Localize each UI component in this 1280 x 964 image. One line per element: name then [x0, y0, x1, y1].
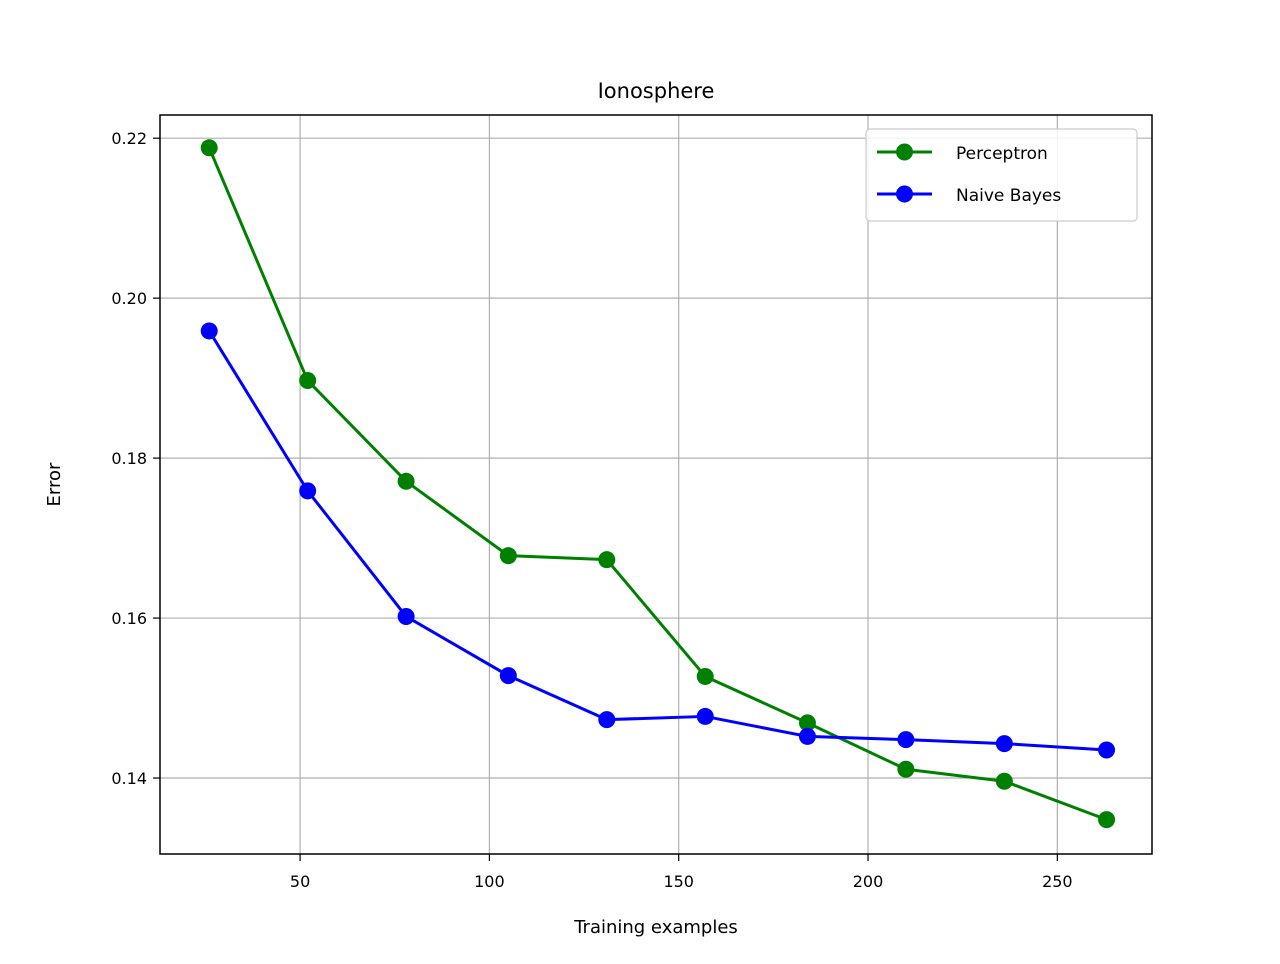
data-point [299, 482, 317, 500]
legend-marker [896, 143, 913, 161]
axis-ticks: 50 100 150 200 250 0.14 0.16 0.18 0.20 0.22 [111, 129, 1072, 891]
data-point [995, 772, 1013, 790]
data-point [1098, 811, 1116, 829]
y-tick-label: 0.20 [111, 289, 147, 308]
x-tick-label: 200 [853, 872, 884, 891]
data-point [598, 551, 616, 569]
x-tick-label: 100 [474, 872, 505, 891]
series-line-1 [207, 330, 1107, 752]
y-tick-label: 0.18 [111, 449, 147, 468]
data-point [499, 547, 517, 565]
data-point [995, 735, 1013, 753]
x-tick-label: 150 [663, 872, 694, 891]
y-tick-label: 0.22 [111, 129, 147, 148]
y-tick-label: 0.14 [111, 769, 147, 788]
data-point [397, 472, 415, 490]
data-point [696, 707, 714, 725]
y-axis-label: Error [44, 462, 65, 506]
data-point [299, 372, 317, 390]
x-tick-label: 50 [290, 872, 310, 891]
data-point [897, 760, 915, 778]
data-point [897, 731, 915, 749]
y-tick-label: 0.16 [111, 609, 147, 628]
data-point [200, 139, 218, 157]
x-axis-label: Training examples [573, 917, 738, 938]
legend: Perceptron Naive Bayes [865, 128, 1138, 222]
legend-label: Perceptron [956, 144, 1048, 164]
series-layer [200, 139, 1116, 829]
data-point [1098, 741, 1116, 759]
data-point [499, 667, 517, 685]
plot-area-frame [159, 114, 1153, 855]
data-point [397, 607, 415, 625]
chart-title: Ionosphere [598, 79, 715, 103]
legend-label: Naive Bayes [956, 186, 1061, 206]
data-point [798, 727, 816, 745]
x-tick-label: 250 [1042, 872, 1073, 891]
data-point [696, 667, 714, 685]
series-line-0 [207, 147, 1108, 822]
legend-box [865, 128, 1138, 222]
data-point [200, 322, 218, 340]
legend-marker [896, 185, 913, 203]
data-point [798, 714, 816, 732]
data-point [598, 711, 616, 729]
